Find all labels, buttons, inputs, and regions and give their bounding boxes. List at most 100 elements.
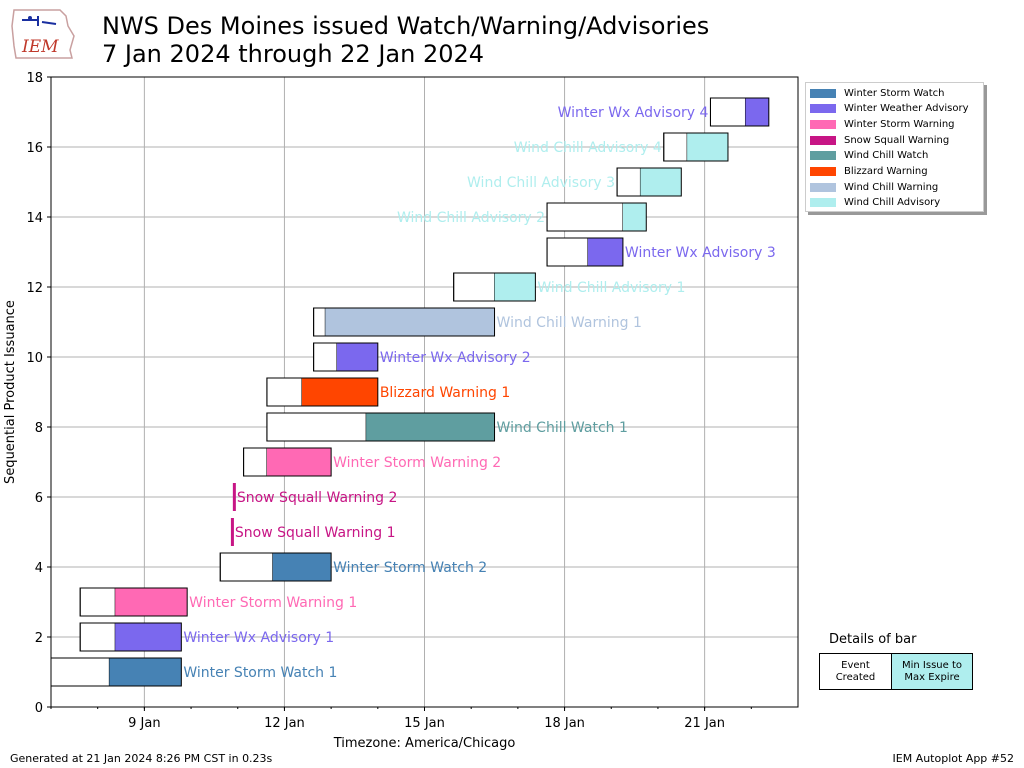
bar-label: Wind Chill Warning 1: [497, 315, 642, 331]
x-tick-label: 12 Jan: [264, 716, 305, 731]
bar-issue-segment: [366, 413, 495, 441]
bar-issue-segment: [494, 273, 536, 301]
bar-group: [79, 587, 188, 617]
bar-group: [50, 657, 182, 687]
details-created-text: Event Created: [835, 659, 876, 683]
legend-swatch: [810, 167, 836, 176]
bar-outline: [546, 202, 647, 232]
legend-label: Winter Storm Warning: [844, 118, 955, 130]
bar-label: Winter Wx Advisory 3: [625, 245, 776, 261]
x-tick-label: 18 Jan: [544, 716, 585, 731]
bar-label: Winter Wx Advisory 4: [558, 105, 709, 121]
legend-swatch: [810, 119, 836, 129]
bar-issue-segment: [109, 658, 182, 686]
bar-issue-segment: [272, 553, 332, 581]
legend-label: Blizzard Warning: [844, 166, 928, 177]
bar-group: [243, 447, 332, 477]
bar-created-segment: [453, 272, 496, 302]
bar-outline: [709, 97, 770, 127]
bar-group: [663, 132, 729, 162]
y-axis-label: Sequential Product Issuance: [3, 300, 18, 484]
bar-group: [230, 518, 234, 546]
bar-group: [313, 342, 379, 372]
y-tick-label: 4: [35, 561, 43, 576]
bar-created-segment: [243, 447, 268, 477]
legend-label: Winter Weather Advisory: [844, 103, 969, 115]
bar-label: Winter Storm Warning 2: [333, 455, 501, 471]
y-tick-label: 10: [26, 351, 43, 366]
bar-label: Wind Chill Advisory 2: [397, 210, 545, 226]
legend-swatch: [810, 135, 836, 145]
x-tick-label: 9 Jan: [128, 716, 160, 731]
bar-group: [546, 202, 647, 232]
bar-label: Wind Chill Advisory 3: [467, 175, 615, 191]
bar-issue-segment: [115, 623, 182, 651]
bar-group: [79, 622, 182, 652]
bar-outline: [313, 342, 379, 372]
bar-label: Snow Squall Warning 1: [235, 525, 396, 541]
y-tick-label: 8: [35, 421, 43, 436]
bar-issue-segment: [687, 133, 728, 161]
bar-created-segment: [616, 167, 641, 197]
bar-group: [266, 377, 379, 407]
bar-label: Wind Chill Advisory 4: [514, 140, 662, 156]
chart-subtitle: 7 Jan 2024 through 22 Jan 2024: [102, 40, 485, 68]
bar-issue-segment: [115, 588, 188, 616]
bar-group: [453, 272, 536, 302]
chart-title: NWS Des Moines issued Watch/Warning/Advi…: [102, 12, 710, 40]
bar-group: [616, 167, 682, 197]
bar-created-segment: [79, 622, 116, 652]
legend-item: Snow Squall Warning: [810, 133, 949, 147]
bar-group: [709, 97, 770, 127]
y-tick-label: 18: [26, 71, 43, 86]
bar-label: Snow Squall Warning 2: [237, 490, 398, 506]
legend-swatch: [810, 198, 836, 208]
bar-created-segment: [266, 412, 367, 442]
bar-issue-segment: [301, 378, 378, 406]
bar-issue-segment: [640, 168, 682, 196]
bar-group: [546, 237, 624, 267]
y-tick-label: 12: [26, 281, 43, 296]
legend-label: Wind Chill Advisory: [844, 197, 941, 209]
iem-logo: IEM: [11, 9, 75, 59]
legend-item: Wind Chill Watch: [810, 149, 928, 163]
bar-created-segment: [313, 307, 326, 337]
bar-created-segment: [709, 97, 746, 127]
bar-outline: [79, 622, 182, 652]
legend-swatch: [810, 182, 836, 192]
details-expire-box: Min Issue to Max Expire: [891, 653, 973, 690]
bar-outline: [243, 447, 332, 477]
legend-item: Winter Weather Advisory: [810, 102, 969, 116]
bar-outline: [546, 237, 624, 267]
bar-created-segment: [546, 237, 589, 267]
bar-group: [219, 552, 332, 582]
y-tick-label: 16: [26, 141, 43, 156]
bar-outline: [79, 587, 188, 617]
bars-layer: [50, 97, 770, 687]
bar-label: Blizzard Warning 1: [380, 385, 510, 401]
legend-item: Winter Storm Warning: [810, 117, 955, 131]
bar-created-segment: [79, 587, 116, 617]
bar-issue-segment: [230, 518, 234, 546]
bar-outline: [266, 412, 496, 442]
bar-label: Winter Storm Watch 2: [333, 560, 487, 576]
svg-text:IEM: IEM: [21, 37, 59, 57]
x-tick-label: 15 Jan: [404, 716, 445, 731]
bar-label: Winter Wx Advisory 1: [183, 630, 334, 646]
bar-issue-segment: [587, 238, 623, 266]
bar-group: [232, 483, 236, 511]
axis-ticks: 9 Jan 12 Jan 15 Jan 18 Jan 21 Jan 0 2 4 6 8 10 12 14…: [26, 71, 752, 731]
bar-label: Winter Wx Advisory 2: [380, 350, 531, 366]
legend-label: Winter Storm Watch: [844, 87, 945, 99]
bar-label: Wind Chill Advisory 1: [537, 280, 685, 296]
bar-issue-segment: [232, 483, 236, 511]
bar-issue-segment: [622, 203, 647, 231]
bar-group: [266, 412, 496, 442]
bar-outline: [266, 377, 379, 407]
details-created-box: Event Created: [819, 653, 892, 690]
bar-created-segment: [663, 132, 688, 162]
legend-label: Snow Squall Warning: [844, 134, 950, 146]
legend-label: Wind Chill Watch: [844, 150, 929, 162]
details-title: Details of bar: [829, 632, 917, 647]
bar-created-segment: [50, 657, 110, 687]
